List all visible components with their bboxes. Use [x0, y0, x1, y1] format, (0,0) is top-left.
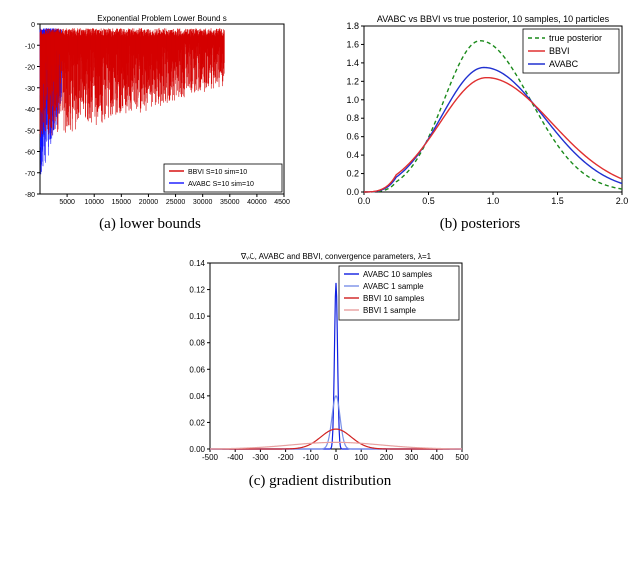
- svg-text:0.14: 0.14: [189, 259, 205, 268]
- svg-text:40000: 40000: [247, 199, 267, 206]
- svg-text:-60: -60: [25, 150, 35, 157]
- svg-text:∇ᵥℒ, AVABC and BBVI, convergen: ∇ᵥℒ, AVABC and BBVI, convergence paramet…: [240, 252, 432, 261]
- svg-text:30000: 30000: [193, 199, 213, 206]
- svg-text:-100: -100: [303, 453, 320, 462]
- svg-text:1.5: 1.5: [551, 196, 564, 206]
- svg-text:BBVI: BBVI: [549, 46, 570, 56]
- svg-text:-80: -80: [25, 192, 35, 199]
- svg-text:BBVI S=10 sim=10: BBVI S=10 sim=10: [188, 169, 247, 176]
- svg-text:-50: -50: [25, 128, 35, 135]
- svg-text:400: 400: [430, 453, 444, 462]
- fig-c-caption: (c) gradient distribution: [249, 473, 391, 490]
- fig-b-chart: 0.00.20.40.60.81.01.21.41.61.80.00.51.01…: [330, 10, 630, 210]
- svg-text:-500: -500: [202, 453, 219, 462]
- svg-text:10000: 10000: [84, 199, 104, 206]
- svg-text:500: 500: [455, 453, 469, 462]
- svg-text:-300: -300: [252, 453, 269, 462]
- svg-text:0.06: 0.06: [189, 365, 205, 374]
- svg-text:-40: -40: [25, 107, 35, 114]
- svg-text:0.10: 0.10: [189, 312, 205, 321]
- svg-text:15000: 15000: [112, 199, 132, 206]
- fig-a-chart: -80 -70 -60 -50 -40 -30 -20 -10 0 5000 10000 15000 2…: [10, 10, 290, 210]
- svg-text:0.08: 0.08: [189, 339, 205, 348]
- svg-text:1.6: 1.6: [346, 39, 359, 49]
- svg-text:20000: 20000: [139, 199, 159, 206]
- svg-text:0: 0: [334, 453, 339, 462]
- svg-text:-20: -20: [25, 65, 35, 72]
- svg-text:2.0: 2.0: [616, 196, 629, 206]
- svg-text:0.0: 0.0: [358, 196, 371, 206]
- fig-a-caption: (a) lower bounds: [99, 216, 201, 233]
- svg-text:AVABC vs BBVI vs true posterio: AVABC vs BBVI vs true posterior, 10 samp…: [377, 14, 610, 24]
- svg-text:-200: -200: [278, 453, 295, 462]
- svg-text:AVABC S=10 sim=10: AVABC S=10 sim=10: [188, 181, 254, 188]
- svg-text:-400: -400: [227, 453, 244, 462]
- svg-text:0.04: 0.04: [189, 392, 205, 401]
- svg-text:-10: -10: [25, 43, 35, 50]
- svg-text:-70: -70: [25, 171, 35, 178]
- svg-text:-30: -30: [25, 86, 35, 93]
- svg-text:0: 0: [31, 22, 35, 29]
- svg-text:1.2: 1.2: [346, 76, 359, 86]
- svg-text:300: 300: [405, 453, 419, 462]
- svg-text:1.0: 1.0: [487, 196, 500, 206]
- svg-text:1.4: 1.4: [346, 58, 359, 68]
- svg-text:BBVI 1 sample: BBVI 1 sample: [363, 306, 416, 315]
- svg-text:0.6: 0.6: [346, 132, 359, 142]
- svg-text:AVABC 10 samples: AVABC 10 samples: [363, 270, 432, 279]
- svg-text:25000: 25000: [166, 199, 186, 206]
- fig-c-chart: 0.000.020.040.060.080.100.120.14-500-400…: [170, 247, 470, 467]
- svg-text:0.8: 0.8: [346, 113, 359, 123]
- svg-text:true posterior: true posterior: [549, 33, 602, 43]
- svg-text:45000: 45000: [274, 199, 290, 206]
- svg-text:0.5: 0.5: [422, 196, 435, 206]
- svg-text:0.12: 0.12: [189, 286, 205, 295]
- svg-text:0.2: 0.2: [346, 169, 359, 179]
- svg-text:BBVI 10 samples: BBVI 10 samples: [363, 294, 424, 303]
- svg-text:35000: 35000: [220, 199, 240, 206]
- svg-text:0.02: 0.02: [189, 418, 205, 427]
- fig-b-caption: (b) posteriors: [440, 216, 520, 233]
- svg-text:0.4: 0.4: [346, 150, 359, 160]
- svg-text:100: 100: [355, 453, 369, 462]
- svg-text:5000: 5000: [59, 199, 75, 206]
- svg-text:1.0: 1.0: [346, 95, 359, 105]
- svg-text:AVABC: AVABC: [549, 59, 579, 69]
- svg-text:200: 200: [380, 453, 394, 462]
- svg-text:AVABC 1 sample: AVABC 1 sample: [363, 282, 424, 291]
- svg-text:Exponential Problem Lower Boun: Exponential Problem Lower Bound s: [97, 14, 226, 23]
- svg-text:1.8: 1.8: [346, 21, 359, 31]
